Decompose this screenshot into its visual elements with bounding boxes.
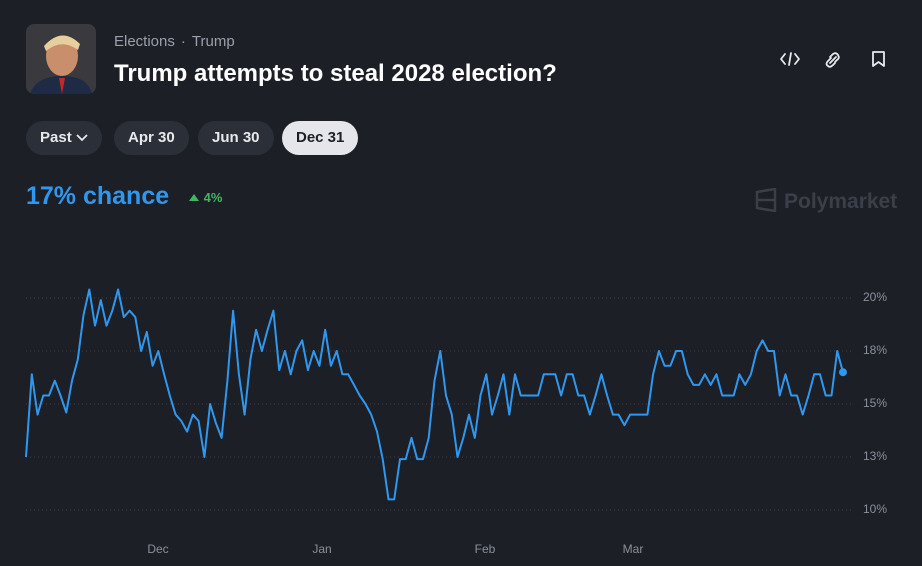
- avatar-image: [26, 24, 96, 94]
- filter-apr[interactable]: Apr 30: [114, 121, 189, 155]
- link-button[interactable]: [825, 52, 840, 68]
- x-tick-label: Jan: [312, 542, 331, 556]
- filter-jun[interactable]: Jun 30: [198, 121, 274, 155]
- y-tick-label: 20%: [863, 290, 887, 304]
- title: Trump attempts to steal 2028 election?: [114, 60, 557, 87]
- chance: 17% chance: [26, 182, 170, 210]
- avatar: [26, 24, 96, 94]
- chevron: [76, 134, 88, 142]
- y-tick-label: 13%: [863, 449, 887, 463]
- brand-logo: [755, 187, 777, 213]
- x-tick-label: Dec: [147, 542, 168, 556]
- y-tick-label: 10%: [863, 502, 887, 516]
- change: 4%: [188, 190, 222, 205]
- tag[interactable]: Trump: [191, 33, 235, 50]
- x-tick-label: Feb: [475, 542, 496, 556]
- end-dot: [839, 368, 847, 377]
- brand-name: Polymarket: [784, 190, 898, 213]
- separator: ·: [180, 33, 186, 50]
- y-tick-label: 15%: [863, 396, 887, 410]
- filter-past[interactable]: Past: [26, 121, 102, 155]
- price-line: [25, 288, 844, 501]
- filter-dec[interactable]: Dec 31: [282, 121, 359, 155]
- x-tick-label: Mar: [623, 542, 644, 556]
- change-value: 4%: [203, 190, 223, 205]
- breadcrumb: Elections · Trump: [114, 33, 241, 50]
- embed-button[interactable]: [780, 52, 800, 66]
- toolbar: [780, 51, 885, 68]
- y-tick-label: 18%: [863, 343, 887, 357]
- bookmark-button[interactable]: [872, 51, 885, 67]
- category[interactable]: Elections: [114, 33, 175, 50]
- up-arrow: [189, 194, 199, 201]
- brand: Polymarket: [754, 187, 898, 214]
- filter-label: Past: [40, 129, 72, 146]
